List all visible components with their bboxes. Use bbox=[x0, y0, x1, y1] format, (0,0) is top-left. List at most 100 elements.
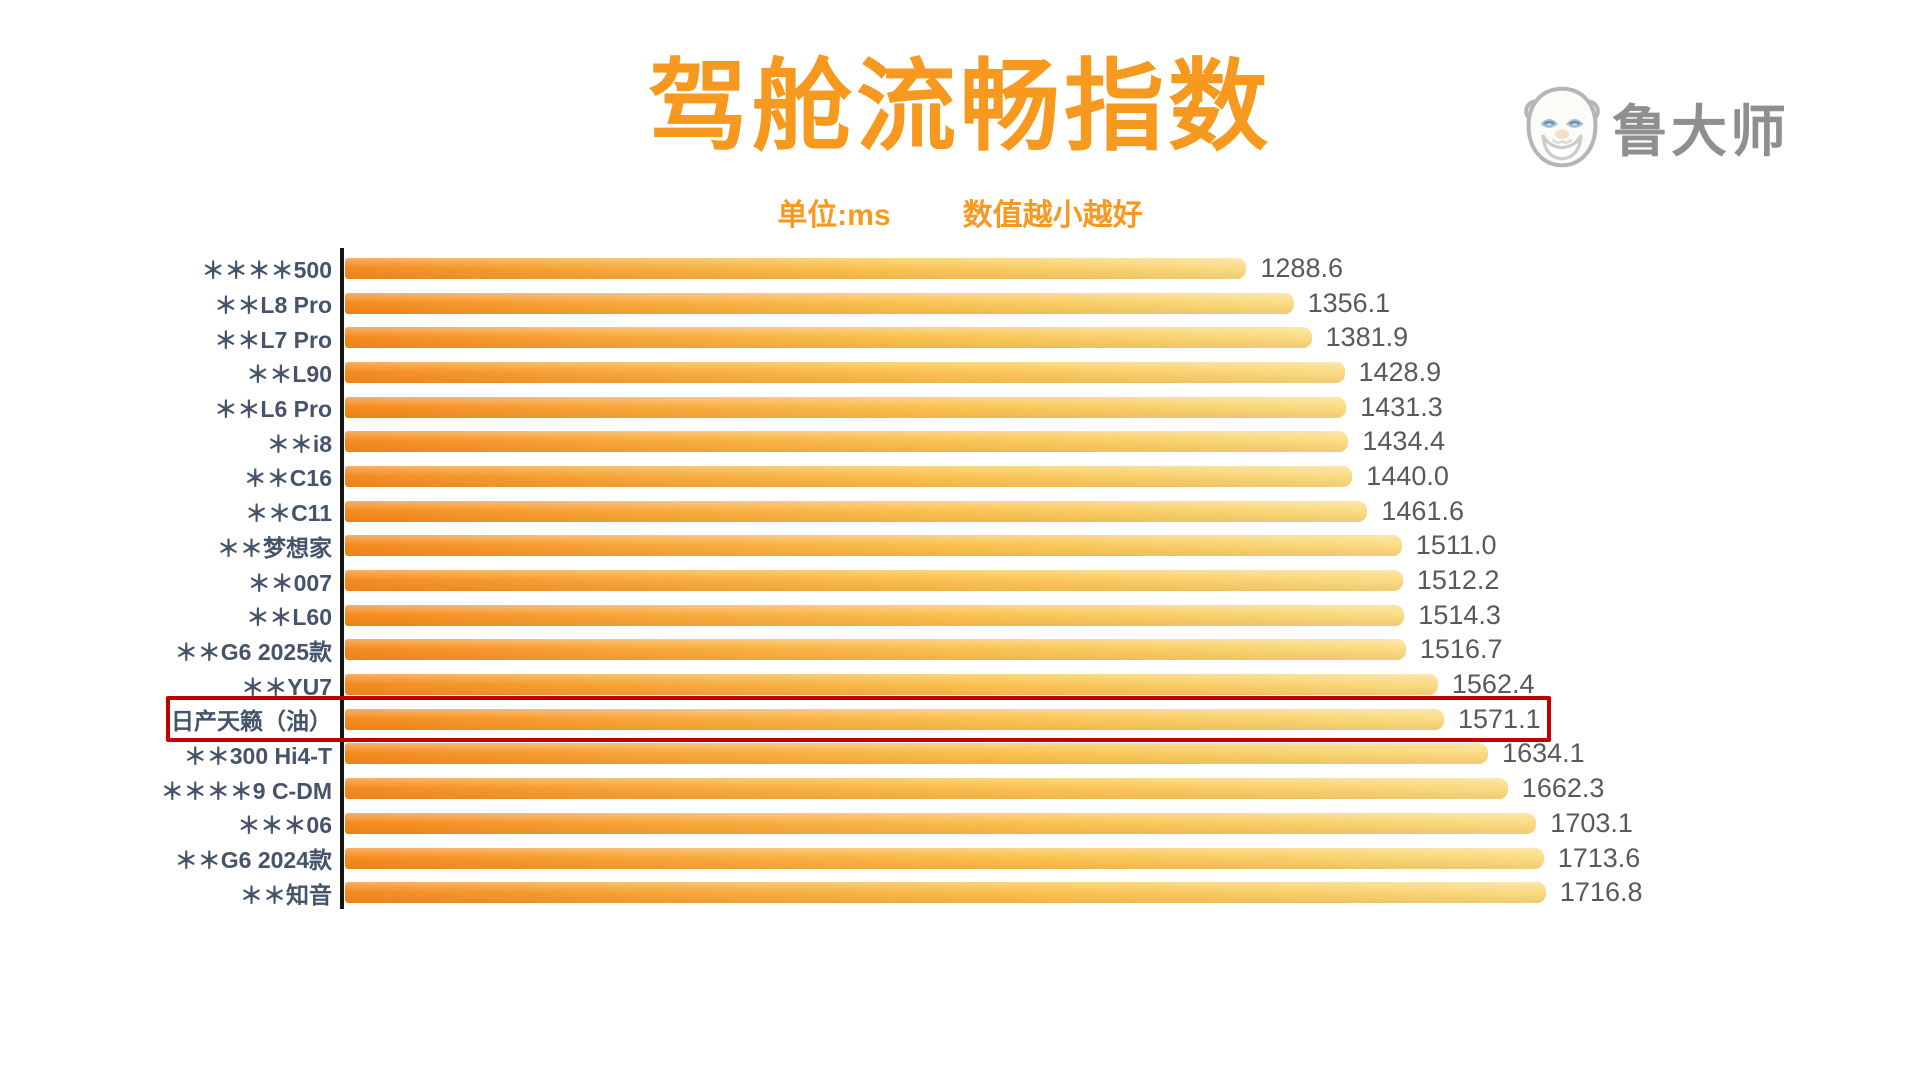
value-label: 1512.2 bbox=[1416, 565, 1500, 596]
category-label-wrap: ＊＊L90 bbox=[172, 355, 332, 389]
value-label: 1716.8 bbox=[1559, 877, 1643, 908]
value-bar bbox=[345, 882, 1546, 904]
chart-row: 日产天籁（油） 1571.1 bbox=[166, 696, 1912, 743]
category-label: ＊＊G6 2024款 bbox=[174, 847, 332, 874]
chart-row-inner: ＊＊C11 1461.6 bbox=[172, 494, 1464, 528]
value-bar bbox=[345, 778, 1508, 800]
chart-row-inner: ＊＊G6 2024款 1713.6 bbox=[172, 841, 1641, 875]
note-label: 数值越小越好 bbox=[962, 199, 1143, 232]
chart-row: ＊＊007 1512.2 bbox=[172, 563, 1912, 598]
chart-row-inner: ＊＊知音 1716.8 bbox=[172, 876, 1642, 910]
chart-row: ＊＊G6 2025款 1516.7 bbox=[172, 633, 1912, 668]
subtitle: 单位:ms 数值越小越好 bbox=[0, 190, 1920, 234]
value-bar bbox=[345, 708, 1444, 730]
page-title: 驾舱流畅指数 bbox=[648, 51, 1272, 163]
chart-row-inner: ＊＊梦想家 1511.0 bbox=[172, 529, 1496, 563]
value-label: 1511.0 bbox=[1415, 530, 1497, 561]
value-bar bbox=[345, 396, 1347, 418]
chart-row-inner: ＊＊＊＊9 C-DM 1662.3 bbox=[161, 772, 1605, 806]
category-label-wrap: ＊＊L7 Pro bbox=[172, 321, 332, 355]
value-bar bbox=[345, 639, 1406, 661]
value-bar bbox=[345, 431, 1349, 453]
chart-row: ＊＊C11 1461.6 bbox=[172, 494, 1912, 529]
value-bar bbox=[345, 743, 1489, 765]
category-label-wrap: ＊＊G6 2024款 bbox=[172, 841, 332, 875]
category-label-wrap: ＊＊i8 bbox=[172, 425, 332, 459]
category-label: ＊＊＊06 bbox=[237, 812, 332, 839]
category-label-wrap: ＊＊＊＊9 C-DM bbox=[161, 772, 332, 806]
category-label: ＊＊300 Hi4-T bbox=[183, 742, 332, 769]
ludashi-mascot-icon bbox=[1522, 84, 1602, 170]
category-label: ＊＊梦想家 bbox=[217, 534, 332, 561]
chart-row: ＊＊＊＊9 C-DM 1662.3 bbox=[161, 771, 1912, 806]
chart-rows: ＊＊＊＊500 1288.6 ＊＊L8 Pro 1356.1 ＊＊L7 Pro … bbox=[161, 251, 1912, 910]
category-label-wrap: ＊＊G6 2025款 bbox=[172, 633, 332, 667]
chart-row-inner: ＊＊C16 1440.0 bbox=[172, 459, 1449, 493]
category-label-wrap: ＊＊300 Hi4-T bbox=[172, 737, 332, 771]
value-bar bbox=[345, 361, 1345, 383]
unit-label: 单位:ms bbox=[777, 199, 891, 232]
value-label: 1356.1 bbox=[1307, 287, 1391, 318]
chart-row: ＊＊L7 Pro 1381.9 bbox=[172, 320, 1912, 355]
value-label: 1381.9 bbox=[1325, 322, 1409, 353]
category-label-wrap: ＊＊C11 bbox=[172, 494, 332, 528]
chart-row: ＊＊C16 1440.0 bbox=[172, 459, 1912, 494]
chart-row-inner: ＊＊L7 Pro 1381.9 bbox=[172, 321, 1408, 355]
category-label-wrap: ＊＊C16 bbox=[172, 459, 332, 493]
value-label: 1431.3 bbox=[1360, 391, 1443, 422]
category-label: ＊＊L90 bbox=[246, 361, 332, 388]
category-label: 日产天籁（油） bbox=[171, 708, 332, 735]
value-bar bbox=[345, 465, 1353, 487]
value-label: 1440.0 bbox=[1366, 460, 1449, 491]
value-label: 1288.6 bbox=[1260, 252, 1343, 283]
chart-row-inner: ＊＊YU7 1562.4 bbox=[172, 668, 1534, 702]
value-label: 1434.4 bbox=[1362, 426, 1445, 457]
value-label: 1662.3 bbox=[1521, 773, 1605, 804]
y-axis-line bbox=[340, 248, 344, 909]
value-bar bbox=[345, 292, 1294, 314]
chart-row-inner: ＊＊i8 1434.4 bbox=[172, 425, 1445, 459]
logo-text: 鲁大师 bbox=[1612, 99, 1789, 163]
chart-row-inner: ＊＊L8 Pro 1356.1 bbox=[172, 286, 1390, 320]
chart-row: ＊＊知音 1716.8 bbox=[172, 875, 1912, 910]
chart-row: ＊＊梦想家 1511.0 bbox=[172, 529, 1912, 564]
value-label: 1428.9 bbox=[1358, 356, 1442, 387]
category-label: ＊＊C16 bbox=[243, 465, 332, 492]
chart-row-inner: ＊＊L90 1428.9 bbox=[172, 355, 1441, 389]
value-label: 1516.7 bbox=[1419, 634, 1503, 665]
category-label: ＊＊L8 Pro bbox=[214, 292, 332, 319]
category-label: ＊＊L6 Pro bbox=[214, 396, 332, 423]
value-bar bbox=[345, 257, 1247, 279]
category-label: ＊＊G6 2025款 bbox=[174, 638, 332, 665]
value-bar bbox=[345, 847, 1544, 869]
value-bar bbox=[345, 812, 1537, 834]
chart-row-inner: ＊＊G6 2025款 1516.7 bbox=[172, 633, 1503, 667]
category-label-wrap: ＊＊知音 bbox=[172, 876, 332, 910]
bar-chart: ＊＊＊＊500 1288.6 ＊＊L8 Pro 1356.1 ＊＊L7 Pro … bbox=[161, 248, 1912, 911]
value-bar bbox=[345, 674, 1438, 696]
chart-row: ＊＊G6 2024款 1713.6 bbox=[172, 841, 1912, 876]
value-bar bbox=[345, 570, 1403, 592]
value-label: 1514.3 bbox=[1418, 599, 1501, 630]
category-label: ＊＊＊＊9 C-DM bbox=[160, 777, 332, 804]
category-label: ＊＊C11 bbox=[245, 500, 332, 527]
value-label: 1571.1 bbox=[1458, 703, 1541, 734]
chart-row: ＊＊L60 1514.3 bbox=[172, 598, 1912, 633]
chart-row-inner: ＊＊＊06 1703.1 bbox=[172, 806, 1632, 840]
chart-row: ＊＊i8 1434.4 bbox=[172, 424, 1912, 459]
chart-row: ＊＊L90 1428.9 bbox=[172, 355, 1912, 390]
chart-row-inner: ＊＊L6 Pro 1431.3 bbox=[172, 390, 1443, 424]
value-label: 1634.1 bbox=[1502, 738, 1585, 769]
category-label: ＊＊YU7 bbox=[241, 673, 332, 700]
chart-row: ＊＊L8 Pro 1356.1 bbox=[172, 286, 1912, 321]
chart-row-inner: ＊＊300 Hi4-T 1634.1 bbox=[172, 737, 1585, 771]
category-label-wrap: ＊＊＊06 bbox=[172, 806, 332, 840]
category-label: ＊＊知音 bbox=[240, 881, 332, 908]
chart-row-inner: ＊＊L60 1514.3 bbox=[172, 598, 1501, 632]
chart-row-inner: ＊＊＊＊500 1288.6 bbox=[172, 251, 1343, 285]
value-label: 1461.6 bbox=[1381, 495, 1464, 526]
ludashi-logo: 鲁大师 bbox=[1522, 84, 1789, 170]
value-label: 1562.4 bbox=[1451, 669, 1535, 700]
category-label-wrap: ＊＊L6 Pro bbox=[172, 390, 332, 424]
